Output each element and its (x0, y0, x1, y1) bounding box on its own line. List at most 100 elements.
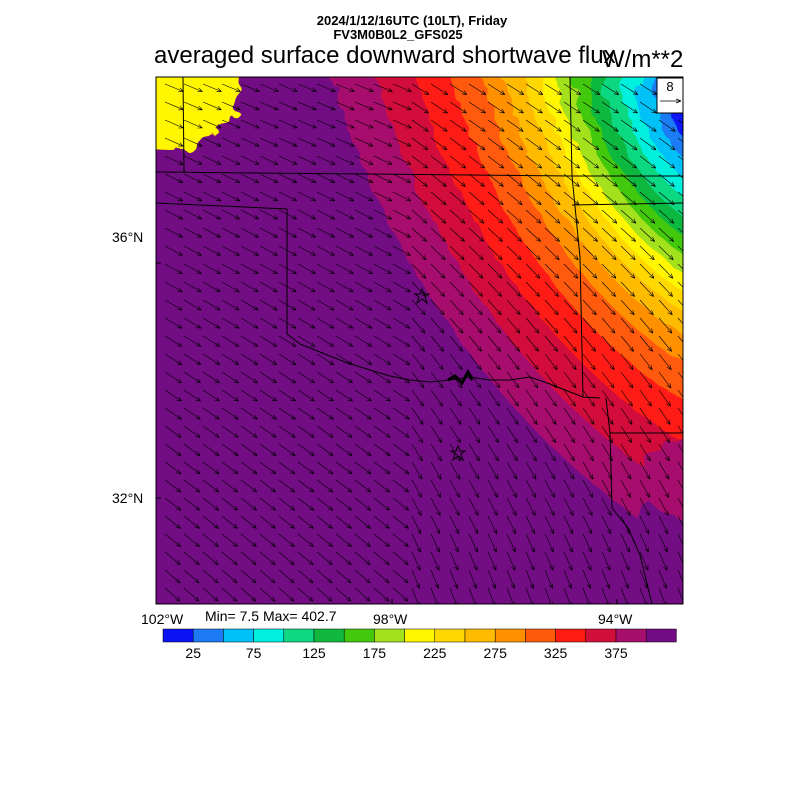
wind-arrow (487, 443, 499, 462)
wind-arrow (620, 479, 631, 498)
wind-arrow (183, 101, 203, 111)
wind-arrow (183, 227, 202, 238)
wind-arrow (278, 569, 295, 584)
wind-arrow (639, 209, 656, 224)
wind-arrow (297, 227, 316, 238)
wind-arrow (563, 353, 577, 371)
wind-arrow (487, 569, 496, 589)
wind-arrow (411, 533, 421, 553)
wind-arrow (183, 497, 201, 511)
wind-arrow (164, 209, 184, 220)
wind-arrow (544, 497, 555, 516)
wind-arrow (240, 83, 260, 92)
wind-arrow (639, 497, 650, 516)
wind-arrow (335, 587, 352, 602)
wind-arrow (639, 533, 649, 553)
wind-arrow (316, 263, 335, 274)
wind-arrow (335, 227, 354, 238)
wind-arrow (525, 227, 541, 242)
wind-arrow (430, 335, 444, 352)
wind-arrow (373, 155, 393, 165)
wind-arrow (335, 443, 353, 456)
wind-arrow (316, 425, 334, 438)
state-borders (156, 77, 683, 604)
wind-arrow (392, 191, 412, 202)
wind-arrow (316, 335, 335, 347)
wind-arrow (487, 173, 504, 187)
wind-arrow (468, 407, 481, 425)
wind-arrow (240, 569, 257, 584)
wind-arrow (487, 317, 502, 334)
wind-arrow (411, 551, 421, 571)
wind-arrow (525, 317, 540, 334)
wind-arrow (278, 353, 297, 365)
wind-arrow (449, 299, 464, 316)
wind-arrow (202, 569, 219, 584)
wind-arrow (506, 263, 522, 279)
wind-arrow (563, 425, 576, 444)
wind-arrow (240, 281, 259, 293)
wind-arrow (601, 263, 617, 279)
wind-arrow (259, 425, 277, 438)
star-marker-south (449, 444, 467, 462)
wind-arrow (240, 407, 258, 420)
wind-arrow (601, 317, 616, 334)
wind-arrow (297, 173, 317, 183)
wind-arrow (601, 515, 612, 535)
wind-arrow (278, 461, 296, 475)
wind-arrow (430, 353, 444, 371)
lon-tick-102w: 102°W (141, 611, 184, 627)
wind-arrow (202, 443, 220, 456)
wind-arrow (392, 407, 410, 420)
wind-arrow (221, 137, 241, 147)
wind-arrow (525, 371, 539, 389)
wind-arrow (487, 155, 505, 169)
wind-arrow (468, 497, 479, 516)
wind-arrow (487, 425, 500, 444)
wind-arrow (563, 137, 581, 151)
wind-arrow (525, 479, 536, 498)
wind-arrow (411, 299, 426, 316)
star-marker-north (413, 287, 431, 305)
wind-arrow (221, 155, 241, 165)
wind-arrow (259, 137, 279, 147)
wind-arrow (297, 263, 316, 274)
wind-arrow (335, 425, 353, 438)
wind-arrow (582, 155, 600, 169)
wind-arrow (506, 173, 523, 187)
wind-arrow (297, 335, 316, 347)
wind-arrow (525, 533, 535, 553)
wind-arrow (259, 515, 276, 529)
wind-arrow (354, 353, 373, 365)
wind-arrow (468, 191, 485, 206)
wind-arrow (297, 245, 316, 256)
wind-arrow (278, 83, 298, 92)
wind-arrow (202, 155, 222, 165)
wind-arrow (506, 569, 515, 589)
wind-arrow (525, 191, 542, 206)
wind-arrow (506, 533, 516, 553)
wind-arrow (468, 533, 478, 553)
wind-arrow (487, 83, 506, 95)
wind-arrow (506, 353, 520, 371)
wind-arrow (316, 443, 334, 456)
wind-arrow (354, 191, 374, 202)
wind-arrow (487, 335, 501, 352)
wind-arrow (487, 227, 503, 242)
wind-arrow (582, 245, 598, 261)
wind-arrow (183, 371, 201, 384)
wind-arrow (202, 281, 221, 293)
lon-tick-94w: 94°W (598, 611, 633, 627)
wind-arrow (316, 497, 334, 511)
wind-arrow (639, 83, 658, 95)
wind-arrow (487, 551, 497, 571)
wind-arrow (563, 443, 575, 462)
wind-arrow (183, 551, 200, 566)
wind-arrow (373, 281, 392, 293)
wind-arrow (449, 389, 462, 407)
wind-arrow (183, 317, 202, 329)
wind-arrow (316, 533, 333, 547)
wind-arrow (677, 515, 683, 532)
wind-arrow (202, 389, 220, 402)
wind-arrow (658, 407, 671, 425)
